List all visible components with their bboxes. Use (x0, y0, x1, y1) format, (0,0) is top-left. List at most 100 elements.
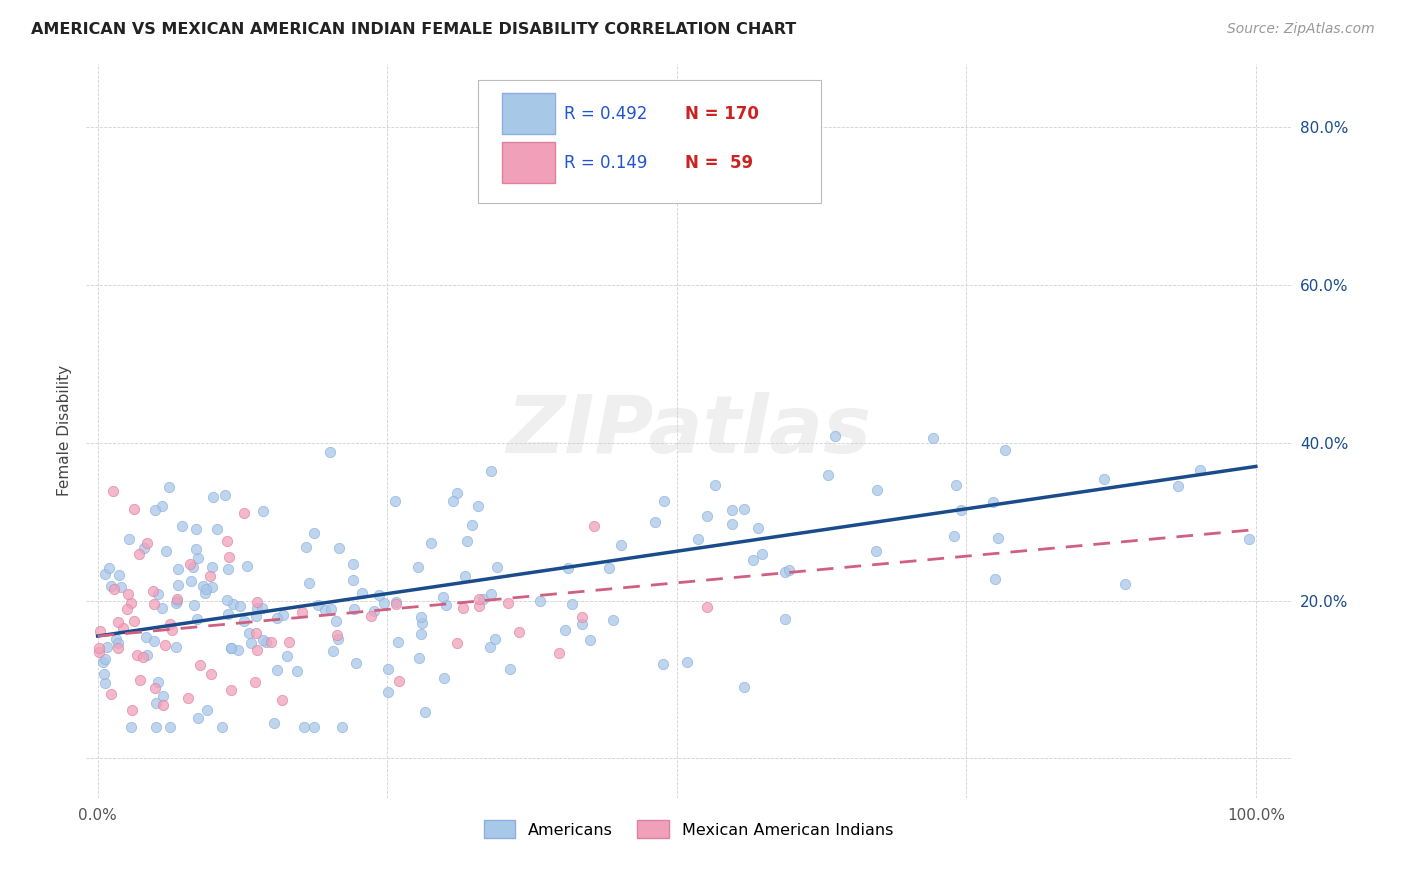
Point (496, 596, 519, 610)
Point (468, 599, 491, 614)
Point (343, 601, 366, 615)
Point (181, 560, 204, 574)
Point (159, 617, 181, 632)
Point (468, 591, 491, 606)
Point (117, 601, 139, 615)
Point (318, 445, 340, 459)
Point (111, 621, 134, 635)
Point (136, 536, 159, 550)
Point (1189, 463, 1212, 477)
Point (146, 587, 169, 601)
Point (186, 522, 208, 536)
Point (200, 667, 222, 681)
Point (302, 526, 325, 541)
Point (479, 464, 502, 478)
Point (432, 590, 454, 604)
Point (155, 638, 177, 652)
Point (245, 642, 267, 657)
Point (194, 582, 217, 596)
Point (271, 607, 294, 622)
Point (245, 609, 267, 624)
Point (582, 519, 605, 533)
Point (91, 655, 114, 669)
Point (285, 664, 308, 678)
Text: R = 0.492: R = 0.492 (564, 105, 648, 123)
Point (751, 547, 773, 561)
Point (352, 585, 374, 599)
Point (160, 624, 183, 638)
Point (557, 561, 579, 575)
Point (142, 597, 165, 611)
Point (778, 563, 800, 577)
Point (188, 657, 211, 672)
Point (325, 614, 347, 628)
Point (98, 560, 121, 574)
Text: ZIPatlas: ZIPatlas (506, 392, 870, 470)
Point (332, 720, 354, 734)
Point (165, 640, 187, 654)
Point (406, 559, 429, 574)
Point (721, 502, 744, 516)
Point (384, 494, 406, 508)
Point (342, 558, 364, 572)
Point (201, 559, 224, 574)
Point (240, 636, 263, 650)
Point (103, 483, 125, 498)
Point (270, 693, 292, 707)
Point (165, 596, 187, 610)
Point (252, 504, 274, 518)
Point (307, 599, 329, 613)
Point (93, 667, 115, 681)
Point (508, 625, 530, 640)
Point (454, 569, 477, 583)
Point (733, 680, 755, 694)
Point (817, 468, 839, 483)
Point (177, 690, 200, 705)
Point (211, 720, 233, 734)
Point (245, 625, 267, 640)
Point (385, 598, 408, 612)
Point (191, 578, 214, 592)
Point (135, 630, 157, 644)
Point (127, 648, 149, 663)
Point (415, 705, 437, 719)
Point (120, 720, 142, 734)
Point (446, 636, 468, 650)
Point (89, 645, 111, 659)
Point (326, 632, 349, 646)
Point (202, 490, 225, 504)
Point (229, 599, 252, 613)
Point (250, 600, 273, 615)
Point (292, 720, 315, 734)
Point (183, 598, 205, 612)
Point (100, 579, 122, 593)
Text: Source: ZipAtlas.com: Source: ZipAtlas.com (1227, 22, 1375, 37)
Point (1092, 472, 1115, 486)
Point (981, 494, 1004, 508)
Point (233, 506, 256, 520)
Point (686, 532, 709, 546)
Point (385, 595, 408, 609)
Point (166, 591, 188, 606)
Point (742, 553, 765, 567)
Point (150, 499, 173, 513)
Point (263, 715, 285, 730)
Point (128, 547, 150, 561)
Point (945, 478, 967, 492)
Point (105, 632, 128, 646)
Point (124, 614, 146, 628)
Point (217, 562, 239, 576)
Point (529, 594, 551, 608)
Point (221, 597, 243, 611)
Point (120, 596, 142, 610)
Point (409, 609, 432, 624)
FancyBboxPatch shape (478, 80, 821, 203)
Point (266, 663, 288, 677)
Point (246, 595, 269, 609)
Point (703, 477, 725, 491)
Point (388, 673, 411, 688)
Point (987, 531, 1010, 545)
Point (238, 626, 260, 640)
Point (548, 646, 571, 660)
Point (651, 657, 673, 671)
